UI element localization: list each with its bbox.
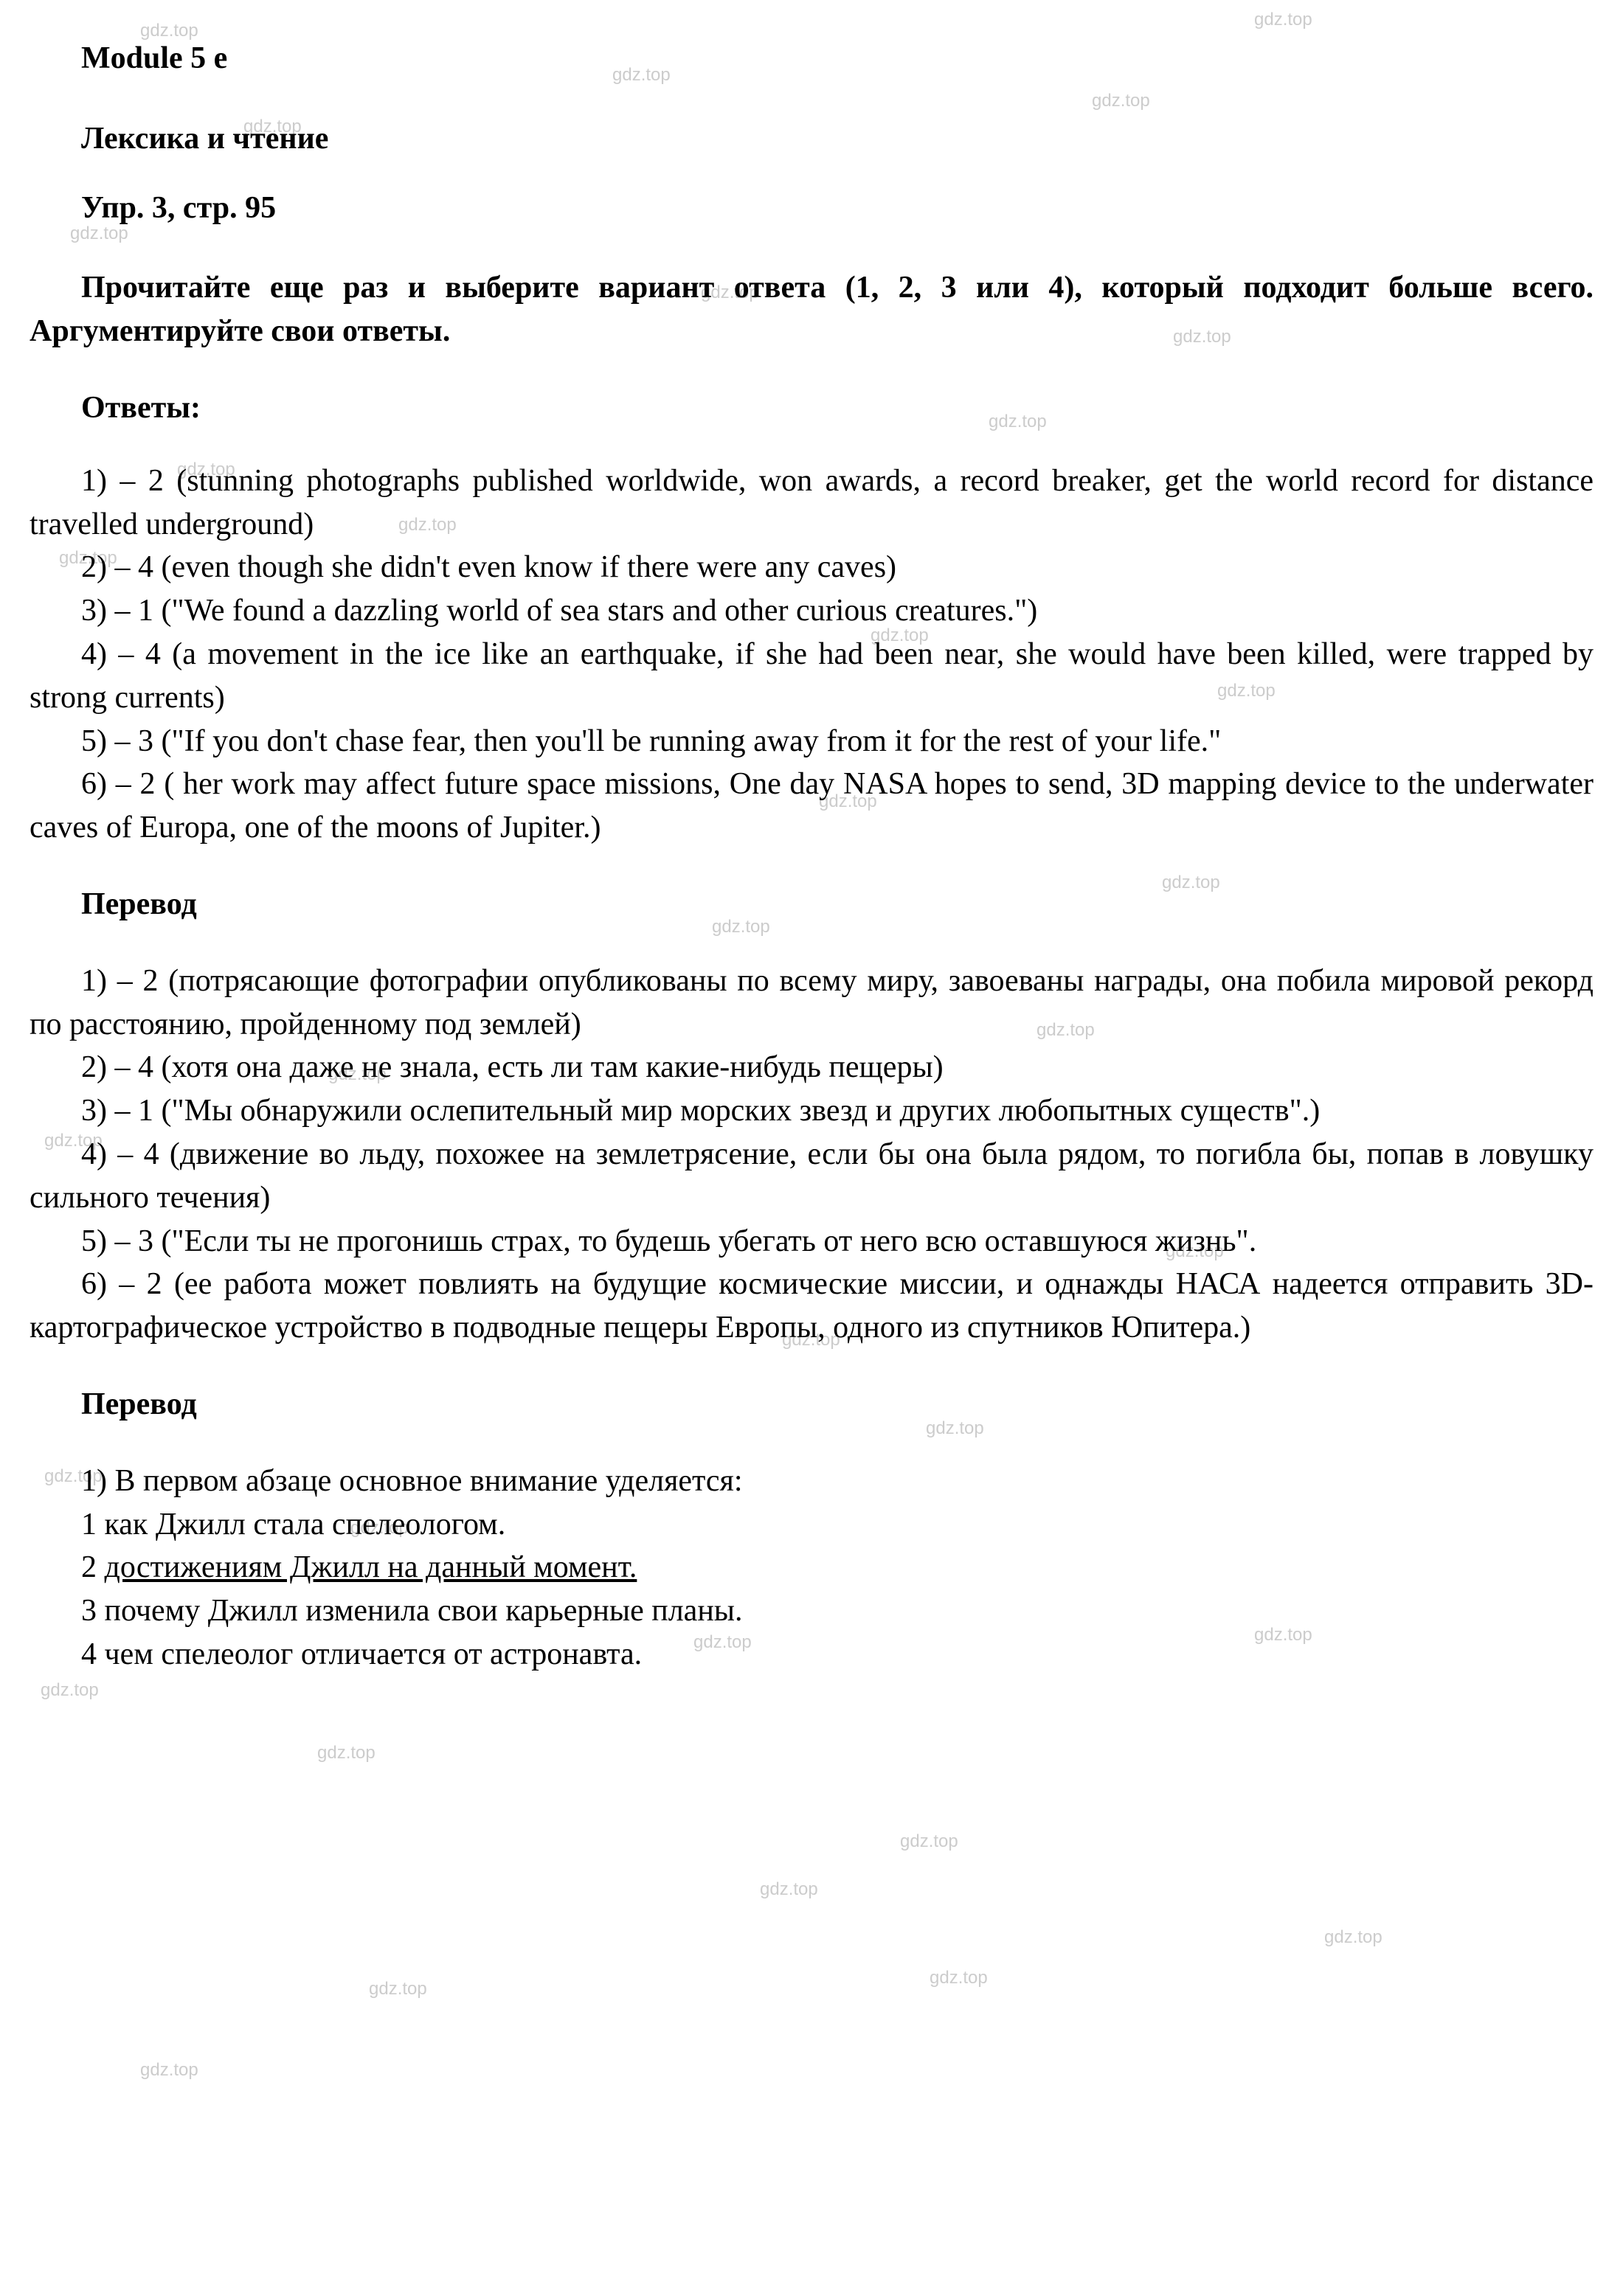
option-num: 3 (81, 1594, 97, 1628)
option-text: почему Джилл изменила свои карьерные пла… (105, 1594, 743, 1628)
module-title: Module 5 e (81, 37, 1593, 80)
answer-item: 2) – 4 (even though she didn't even know… (30, 546, 1593, 589)
translation-item: 3) – 1 ("Мы обнаружили ослепительный мир… (30, 1089, 1593, 1133)
translation-item: 4) – 4 (движение во льду, похожее на зем… (30, 1133, 1593, 1220)
exercise-reference: Упр. 3, стр. 95 (81, 187, 1593, 230)
translation-block-1: 1) – 2 (потрясающие фотографии опубликов… (30, 960, 1593, 1350)
question-option: 3 почему Джилл изменила свои карьерные п… (30, 1589, 1593, 1633)
watermark-text: gdz.top (900, 1829, 958, 1854)
question-option: 2 достижениям Джилл на данный момент. (30, 1546, 1593, 1589)
answer-item: 3) – 1 ("We found a dazzling world of se… (30, 589, 1593, 633)
watermark-text: gdz.top (1254, 7, 1312, 32)
watermark-text: gdz.top (369, 1977, 427, 2002)
translation-heading-2: Перевод (81, 1383, 1593, 1426)
question-stem: 1) В первом абзаце основное внимание уде… (30, 1460, 1593, 1503)
question-block: 1) В первом абзаце основное внимание уде… (30, 1460, 1593, 1676)
translation-item: 6) – 2 (ее работа может повлиять на буду… (30, 1263, 1593, 1350)
answer-item: 5) – 3 ("If you don't chase fear, then y… (30, 720, 1593, 763)
answers-block: 1) – 2 (stunning photographs published w… (30, 459, 1593, 850)
option-text: чем спелеолог отличается от астронавта. (105, 1637, 643, 1671)
translation-item: 1) – 2 (потрясающие фотографии опубликов… (30, 960, 1593, 1047)
question-option: 1 как Джилл стала спелеологом. (30, 1503, 1593, 1547)
option-text-underlined: достижениям Джилл на данный момент. (105, 1550, 637, 1584)
option-num: 2 (81, 1550, 97, 1584)
instruction-text: Прочитайте еще раз и выберите вариант от… (30, 266, 1593, 353)
answer-item: 6) – 2 ( her work may affect future spac… (30, 763, 1593, 850)
option-num: 4 (81, 1637, 97, 1671)
option-num: 1 (81, 1508, 97, 1541)
watermark-text: gdz.top (41, 1678, 99, 1703)
translation-heading-1: Перевод (81, 883, 1593, 926)
question-option: 4 чем спелеолог отличается от астронавта… (30, 1633, 1593, 1676)
watermark-text: gdz.top (1324, 1925, 1383, 1950)
watermark-text: gdz.top (317, 1741, 376, 1766)
section-heading: Лексика и чтение (81, 117, 1593, 161)
watermark-text: gdz.top (140, 2058, 198, 2083)
answer-item: 1) – 2 (stunning photographs published w… (30, 459, 1593, 547)
watermark-text: gdz.top (760, 1877, 818, 1902)
option-text: как Джилл стала спелеологом. (105, 1508, 506, 1541)
watermark-text: gdz.top (930, 1966, 988, 1991)
translation-item: 5) – 3 ("Если ты не прогонишь страх, то … (30, 1220, 1593, 1263)
answer-item: 4) – 4 (a movement in the ice like an ea… (30, 633, 1593, 720)
answers-heading: Ответы: (81, 386, 1593, 430)
translation-item: 2) – 4 (хотя она даже не знала, есть ли … (30, 1046, 1593, 1089)
